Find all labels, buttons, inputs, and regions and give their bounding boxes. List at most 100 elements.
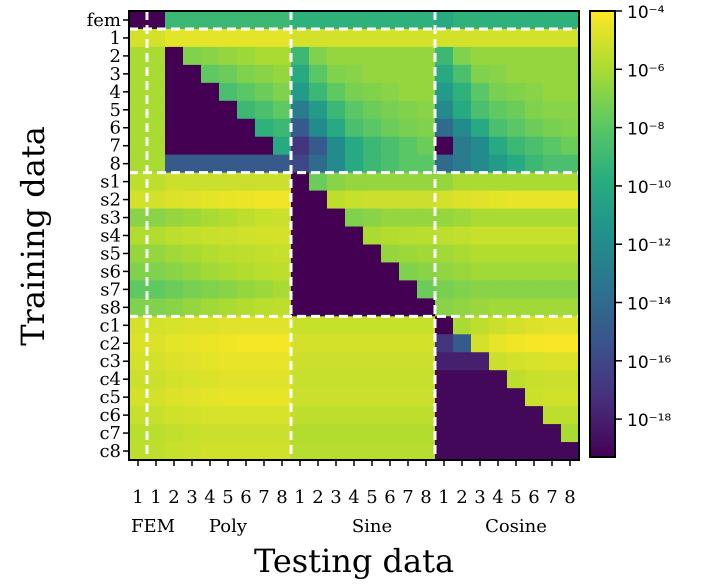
heatmap-cell [309,11,328,30]
heatmap-cell [309,28,328,48]
heatmap-cell [309,46,328,66]
y-tick-label: s7 [100,279,121,300]
heatmap-cell [147,11,166,30]
heatmap-cell [489,424,508,443]
x-tick-label: 6 [528,487,539,508]
heatmap-cell [363,154,382,174]
heatmap-cell [489,244,508,264]
heatmap-cell [219,226,238,246]
heatmap-cell [471,316,490,335]
heatmap-cell [147,298,166,317]
heatmap-cell [237,388,256,407]
heatmap-cell [417,226,436,246]
heatmap-cell [273,262,292,281]
heatmap-cell [201,424,220,443]
heatmap-cell [381,388,400,407]
heatmap-cell [327,262,346,281]
heatmap-cell [525,46,544,66]
heatmap-cell [471,226,490,246]
heatmap-cell [561,208,580,228]
heatmap-cell [507,118,526,138]
heatmap-cell [399,280,418,299]
heatmap-cell [255,190,274,210]
heatmap-cell [399,172,418,192]
heatmap-cell [471,82,490,102]
heatmap-cell [147,352,166,371]
heatmap-cell [507,190,526,210]
heatmap-cell [165,64,184,84]
heatmap-cell [273,316,292,335]
heatmap-cell [183,11,202,30]
heatmap-cell [327,82,346,102]
heatmap-cell [147,262,166,281]
heatmap-cell [129,136,148,156]
heatmap-cell [219,28,238,48]
heatmap-cell [561,118,580,138]
heatmap-cell [453,370,472,389]
heatmap-cell [165,100,184,120]
heatmap-cell [309,136,328,156]
heatmap-cell [381,118,400,138]
heatmap-cell [525,262,544,281]
heatmap-cell [525,280,544,299]
heatmap-cell [327,280,346,299]
heatmap-cell [435,136,454,156]
heatmap-cell [471,244,490,264]
heatmap-cell [165,208,184,228]
x-tick-label: 1 [132,487,143,508]
heatmap-cell [291,190,310,210]
heatmap-cell [561,226,580,246]
heatmap-cell [543,298,562,317]
heatmap-cell [543,262,562,281]
heatmap-cell [507,280,526,299]
heatmap-cell [435,298,454,317]
heatmap-cell [417,100,436,120]
heatmap-cell [237,118,256,138]
colorbar-tick-label: 10⁻¹² [627,236,671,256]
heatmap-cell [309,388,328,407]
heatmap-cell [147,370,166,389]
heatmap-cell [273,11,292,30]
heatmap-cell [147,226,166,246]
heatmap-cell [255,46,274,66]
heatmap-cell [309,100,328,120]
heatmap-cell [345,190,364,210]
heatmap-cell [453,316,472,335]
heatmap-cell [255,334,274,353]
heatmap-cell [129,28,148,48]
x-tick-label: 8 [276,487,287,508]
heatmap-cell [327,100,346,120]
heatmap-cell [219,154,238,174]
heatmap-cell [273,334,292,353]
x-group-label: Sine [352,516,392,537]
y-tick-label: 6 [110,118,121,139]
heatmap-cell [399,208,418,228]
heatmap-cell [381,136,400,156]
heatmap-cell [129,244,148,264]
heatmap-cell [273,28,292,48]
heatmap-cell [219,244,238,264]
heatmap-cell [471,424,490,443]
heatmap-cell [345,370,364,389]
heatmap-cell [435,352,454,371]
heatmap-cell [129,298,148,317]
heatmap-cell [237,190,256,210]
heatmap-cell [561,316,580,335]
heatmap-cell [309,226,328,246]
heatmap-cell [183,388,202,407]
heatmap-cell [309,334,328,353]
heatmap-cell [435,370,454,389]
x-tick-label: 5 [366,487,377,508]
heatmap-cell [255,244,274,264]
heatmap-cell [435,118,454,138]
colorbar-ticks: 10⁻⁴ 10⁻⁶ 10⁻⁸ 10⁻¹⁰ 10⁻¹² 10⁻¹⁴ 10⁻¹⁶ 10⁻¹⁸ [615,3,671,431]
heatmap-cell [165,244,184,264]
heatmap-cell [255,11,274,30]
heatmap-cell [453,28,472,48]
heatmap-cell [363,190,382,210]
heatmap-cell [381,316,400,335]
heatmap-cell [165,262,184,281]
heatmap-cell [183,280,202,299]
heatmap-cell [417,190,436,210]
heatmap-cell [273,154,292,174]
